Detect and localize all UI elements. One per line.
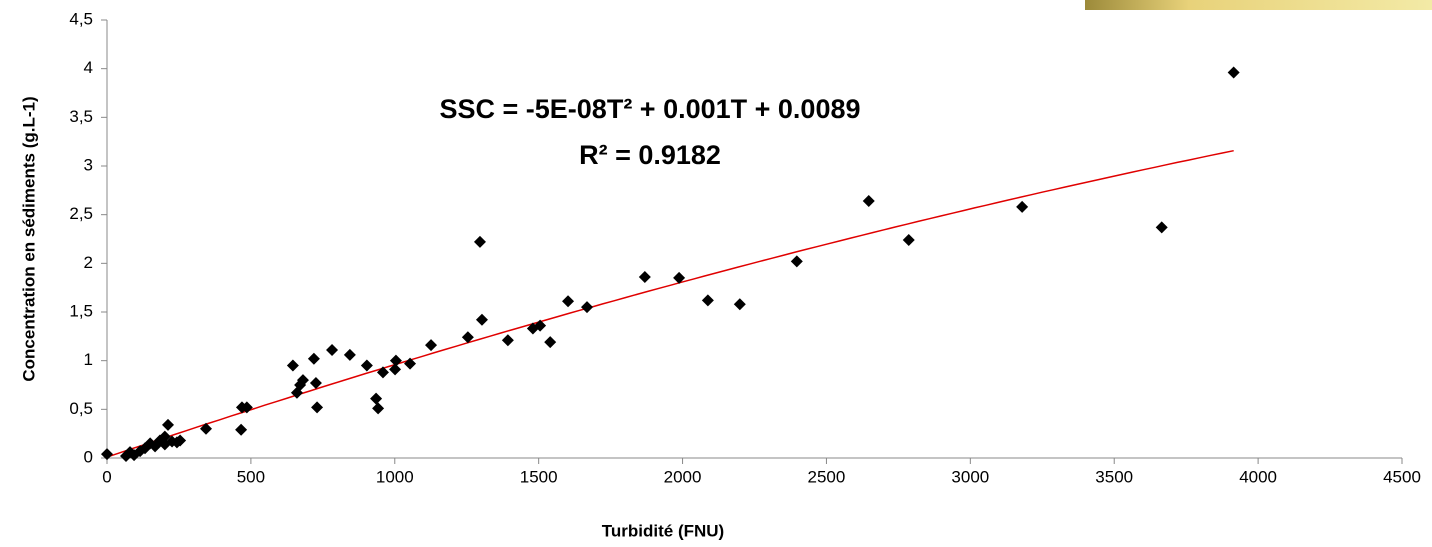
x-tick-label: 4000 [1239,467,1277,486]
x-tick-label: 2000 [664,467,702,486]
point [286,359,299,372]
y-tick-label: 0,5 [69,399,93,418]
y-tick-label: 4 [84,58,93,77]
point [501,334,514,347]
point [162,418,175,431]
x-tick-label: 4500 [1383,467,1421,486]
x-axis-label: Turbidité (FNU) [602,521,724,540]
point [1016,200,1029,213]
point [473,235,486,248]
photo-fragment [1085,0,1432,10]
x-tick-label: 500 [237,467,265,486]
x-tick-label: 3000 [951,467,989,486]
point [309,377,322,390]
point [475,313,488,326]
point [370,392,383,405]
point [174,434,187,447]
point [733,298,746,311]
point [581,301,594,314]
point [360,359,373,372]
point [389,363,402,376]
y-tick-label: 1,5 [69,301,93,320]
point [404,357,417,370]
y-tick-label: 3 [84,155,93,174]
point [862,195,875,208]
x-tick-label: 2500 [808,467,846,486]
point [311,401,324,414]
x-tick-label: 1000 [376,467,414,486]
point [1227,66,1240,79]
point [240,401,253,414]
point [235,423,248,436]
x-tick-label: 1500 [520,467,558,486]
point [425,339,438,352]
point [701,294,714,307]
point [343,348,356,361]
point [376,366,389,379]
point [544,336,557,349]
point [1155,221,1168,234]
point [790,255,803,268]
point [461,331,474,344]
point [673,271,686,284]
y-axis-label: Concentration en sédiments (g.L-1) [19,96,38,381]
trend-equation: SSC = -5E-08T² + 0.001T + 0.0089 [440,94,861,124]
point [307,352,320,365]
y-tick-label: 1 [84,350,93,369]
y-tick-label: 0 [84,447,93,466]
point [372,402,385,415]
y-tick-label: 2,5 [69,204,93,223]
point [534,319,547,332]
point [199,422,212,435]
y-tick-label: 4,5 [69,9,93,28]
point [389,354,402,367]
point [638,270,651,283]
point [158,430,171,443]
point [326,343,339,356]
y-tick-label: 3,5 [69,107,93,126]
trendline [106,149,1234,458]
trend-r2: R² = 0.9182 [579,140,721,170]
point [296,374,309,387]
point [101,448,113,461]
x-tick-label: 0 [102,467,111,486]
y-tick-label: 2 [84,253,93,272]
x-tick-label: 3500 [1095,467,1133,486]
point [902,233,915,246]
point [562,295,575,308]
